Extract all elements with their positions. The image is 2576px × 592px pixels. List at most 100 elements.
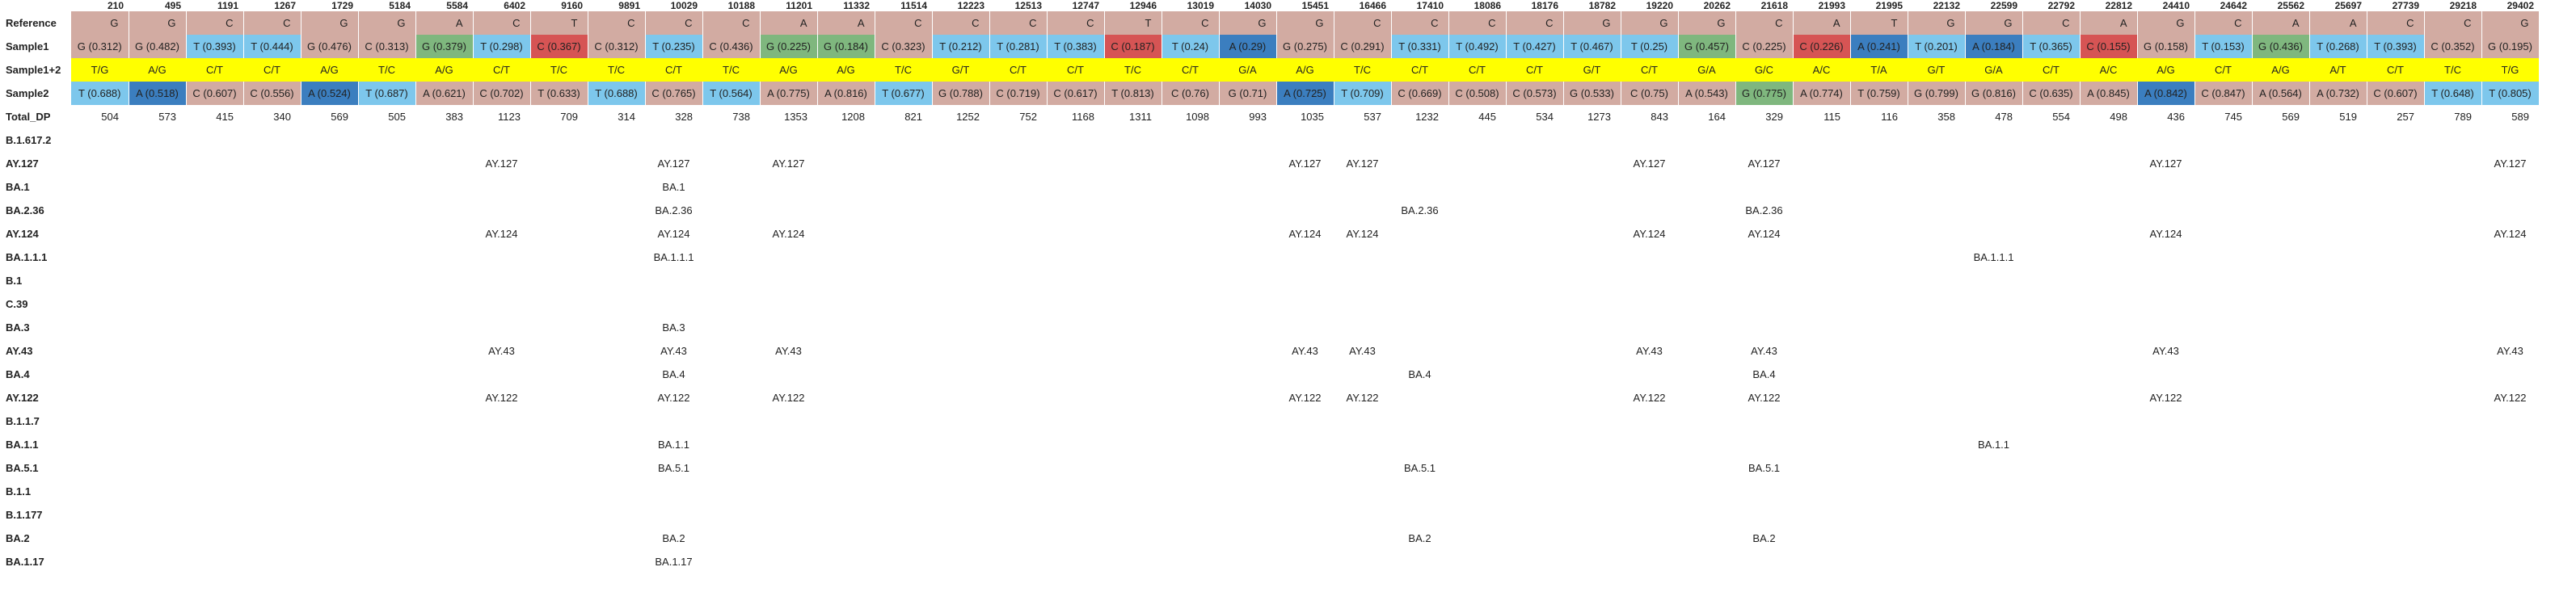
- empty-cell: [645, 480, 702, 503]
- genotype-cell: C/T: [1506, 58, 1563, 82]
- lineage-row: BA.3 BA.3: [0, 316, 2539, 339]
- empty-cell: [2080, 550, 2137, 573]
- empty-cell: [1448, 199, 1506, 222]
- empty-cell: [186, 480, 243, 503]
- empty-cell: [1219, 503, 1276, 527]
- empty-cell: [186, 363, 243, 386]
- sample1-allele-cell: G (0.158): [2137, 35, 2195, 58]
- lineage-match-cell: AY.122: [1288, 392, 1322, 404]
- empty-cell: [358, 527, 415, 550]
- reference-base-cell: C: [702, 11, 761, 35]
- lineage-match-cell: AY.43: [488, 345, 515, 357]
- sample2-allele-cell: A (0.621): [415, 82, 474, 105]
- empty-cell: [760, 128, 817, 152]
- empty-cell: [1621, 199, 1678, 222]
- empty-cell: [186, 246, 243, 269]
- empty-cell: [1621, 292, 1678, 316]
- empty-cell: [301, 363, 358, 386]
- sample2-row: Sample2 T (0.688) A (0.518) C (0.607) C (0.5…: [0, 82, 2540, 105]
- empty-cell: [2137, 456, 2194, 480]
- empty-cell: [1047, 480, 1104, 503]
- position-header: 17410: [1416, 0, 1444, 11]
- empty-cell: [530, 175, 588, 199]
- empty-cell: [2424, 480, 2481, 503]
- sample2-allele-cell: T (0.648): [2424, 82, 2482, 105]
- position-header: 11514: [900, 0, 927, 11]
- lineage-match-cell: AY.124: [1346, 228, 1379, 240]
- empty-cell: [530, 456, 588, 480]
- empty-cell: [473, 128, 530, 152]
- empty-cell: [1276, 480, 1334, 503]
- empty-cell: [129, 128, 186, 152]
- empty-cell: [473, 503, 530, 527]
- empty-cell: [1735, 175, 1793, 199]
- sample1-allele-cell: T (0.393): [2367, 35, 2425, 58]
- empty-cell: [702, 503, 760, 527]
- empty-cell: [1850, 503, 1908, 527]
- total-dp-row: Total_DP 504 573 415 340 569 505 383 1123 709 314 3…: [0, 105, 2539, 128]
- genotype-cell: C/T: [186, 58, 243, 82]
- empty-cell: [1047, 550, 1104, 573]
- empty-cell: [415, 128, 473, 152]
- genotype-cell: C/T: [243, 58, 301, 82]
- position-header: 1267: [274, 0, 296, 11]
- sample2-allele-cell: A (0.564): [2252, 82, 2310, 105]
- empty-cell: [1276, 269, 1334, 292]
- empty-cell: [1448, 363, 1506, 386]
- empty-cell: [2367, 480, 2424, 503]
- empty-cell: [71, 363, 129, 386]
- genotype-cell: C/T: [2022, 58, 2080, 82]
- empty-cell: [2252, 175, 2309, 199]
- empty-cell: [530, 550, 588, 573]
- reference-base-cell: A: [2309, 11, 2367, 35]
- depth-cell: 1208: [841, 111, 865, 123]
- empty-cell: [301, 456, 358, 480]
- empty-cell: [817, 386, 875, 409]
- empty-cell: [2252, 339, 2309, 363]
- empty-cell: [2481, 480, 2539, 503]
- genotype-cell: C/T: [473, 58, 530, 82]
- empty-cell: [415, 550, 473, 573]
- empty-cell: [875, 409, 932, 433]
- empty-cell: [1104, 128, 1162, 152]
- empty-cell: [1965, 128, 2022, 152]
- empty-cell: [71, 152, 129, 175]
- empty-cell: [2194, 339, 2252, 363]
- genotype-cell: T/C: [702, 58, 760, 82]
- empty-cell: [2137, 433, 2194, 456]
- empty-cell: [2194, 175, 2252, 199]
- lineage-match-cell: BA.2: [662, 532, 685, 544]
- genotype-cell: G/T: [932, 58, 989, 82]
- empty-cell: [760, 503, 817, 527]
- sample2-allele-cell: T (0.677): [875, 82, 933, 105]
- empty-cell: [1908, 199, 1965, 222]
- position-header: 22812: [2105, 0, 2132, 11]
- empty-cell: [817, 246, 875, 269]
- genotype-cell: T/C: [530, 58, 588, 82]
- empty-cell: [2367, 152, 2424, 175]
- empty-cell: [1219, 339, 1276, 363]
- empty-cell: [358, 246, 415, 269]
- lineage-match-cell: AY.43: [1349, 345, 1376, 357]
- lineage-label: B.1.617.2: [6, 134, 52, 146]
- empty-cell: [1276, 175, 1334, 199]
- empty-cell: [989, 175, 1047, 199]
- empty-cell: [1793, 339, 1850, 363]
- empty-cell: [1448, 433, 1506, 456]
- empty-cell: [1678, 527, 1735, 550]
- empty-cell: [473, 292, 530, 316]
- empty-cell: [1276, 433, 1334, 456]
- sample2-allele-cell: C (0.556): [243, 82, 301, 105]
- lineage-match-cell: BA.1.17: [655, 556, 693, 568]
- empty-cell: [702, 550, 760, 573]
- empty-cell: [817, 292, 875, 316]
- empty-cell: [817, 199, 875, 222]
- empty-cell: [1391, 339, 1448, 363]
- empty-cell: [1735, 269, 1793, 292]
- sample1-allele-cell: C (0.291): [1334, 35, 1392, 58]
- empty-cell: [1506, 433, 1563, 456]
- empty-cell: [1104, 339, 1162, 363]
- empty-cell: [1219, 409, 1276, 433]
- empty-cell: [1563, 175, 1621, 199]
- lineage-match-cell: AY.127: [657, 157, 690, 170]
